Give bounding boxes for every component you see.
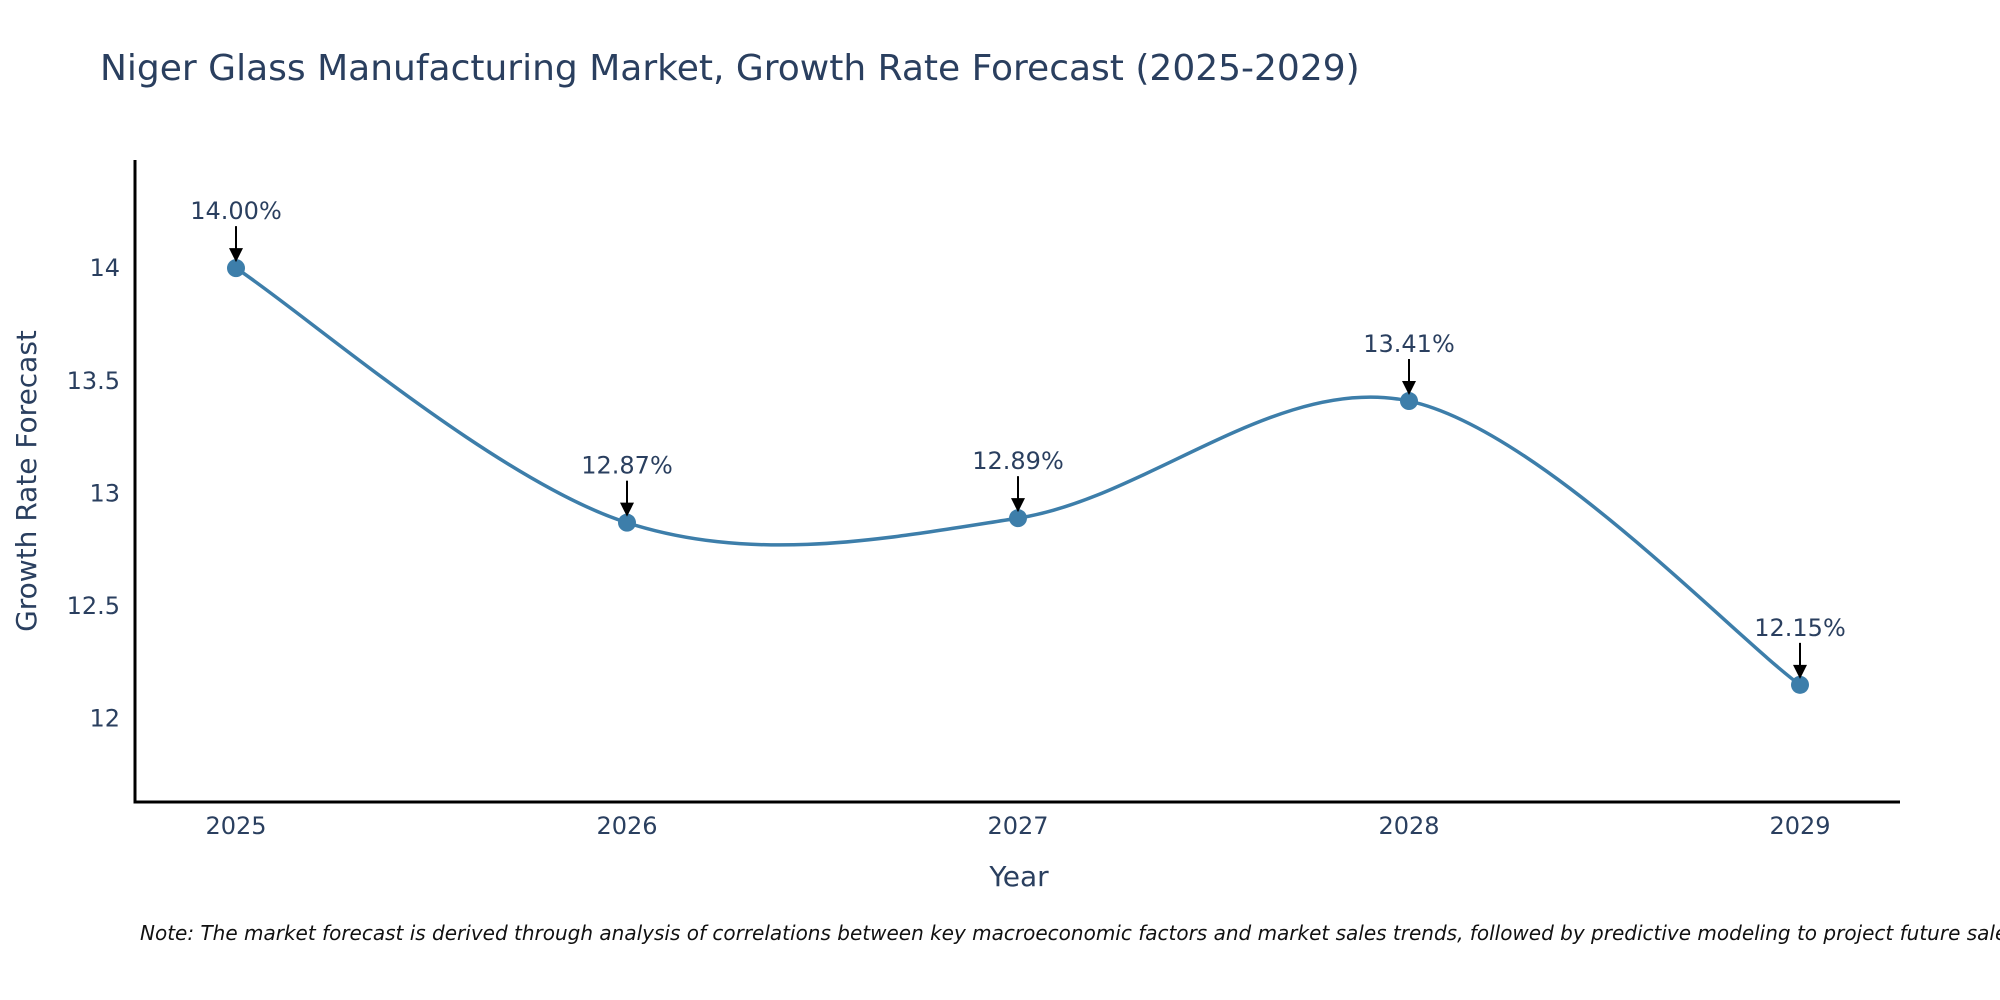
data-point <box>1009 509 1027 528</box>
y-tick-label: 14 <box>89 254 120 282</box>
x-tick-label: 2028 <box>1378 812 1439 840</box>
data-label: 12.87% <box>581 452 673 480</box>
data-label: 12.89% <box>972 447 1064 475</box>
data-label: 12.15% <box>1754 614 1846 642</box>
y-tick-label: 13.5 <box>67 367 120 395</box>
data-point <box>1791 675 1809 694</box>
data-point <box>227 259 245 278</box>
y-axis-title: Growth Rate Forecast <box>10 330 43 632</box>
x-tick-label: 2025 <box>205 812 266 840</box>
x-tick-label: 2027 <box>987 812 1048 840</box>
data-point <box>1400 392 1418 411</box>
y-tick-label: 12.5 <box>67 592 120 620</box>
annotation-arrow-head <box>1793 664 1807 679</box>
data-label: 13.41% <box>1363 330 1455 358</box>
x-axis-title: Year <box>988 860 1049 893</box>
data-label: 14.00% <box>190 197 282 225</box>
x-tick-label: 2026 <box>596 812 657 840</box>
x-tick-label: 2029 <box>1769 812 1830 840</box>
annotation-arrow-head <box>620 502 634 517</box>
annotation-arrow-head <box>1402 381 1416 396</box>
y-tick-label: 13 <box>89 479 120 507</box>
chart-title: Niger Glass Manufacturing Market, Growth… <box>100 48 1360 89</box>
footnote: Note: The market forecast is derived thr… <box>140 921 2000 945</box>
y-tick-label: 12 <box>89 705 120 733</box>
data-point <box>618 513 636 532</box>
annotation-arrow-head <box>1011 498 1025 513</box>
annotation-arrow-head <box>229 248 243 263</box>
